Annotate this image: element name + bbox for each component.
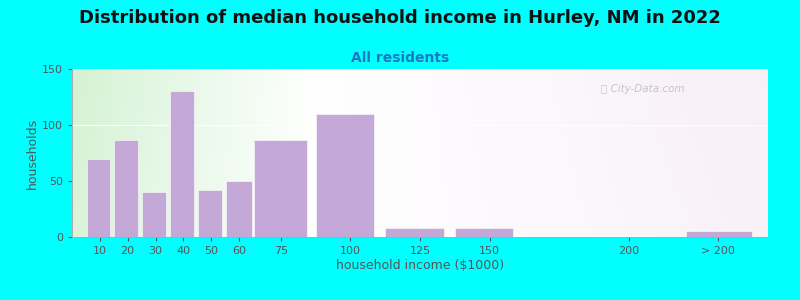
Bar — [170, 92, 194, 237]
Bar — [86, 159, 110, 237]
X-axis label: household income ($1000): household income ($1000) — [336, 259, 504, 272]
Bar — [254, 140, 307, 237]
Bar — [114, 140, 138, 237]
Bar — [386, 228, 443, 237]
Bar — [198, 190, 222, 237]
Bar — [316, 114, 374, 237]
Text: Ⓢ City-Data.com: Ⓢ City-Data.com — [601, 84, 685, 94]
Bar — [226, 181, 252, 237]
Bar — [455, 228, 513, 237]
Text: All residents: All residents — [351, 51, 449, 65]
Text: Distribution of median household income in Hurley, NM in 2022: Distribution of median household income … — [79, 9, 721, 27]
Y-axis label: households: households — [26, 117, 39, 189]
Bar — [686, 231, 752, 237]
Bar — [142, 192, 166, 237]
